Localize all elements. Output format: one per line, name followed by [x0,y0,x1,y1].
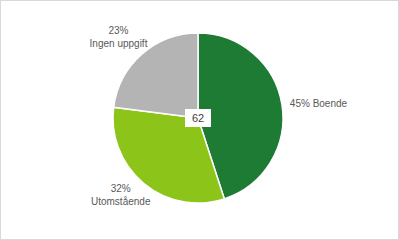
total-label: 62 [192,112,204,124]
category-label: Ingen uppgift [90,38,148,49]
chart: 45% Boende 32% Utomstående 23% Ingen uppgift… [0,0,399,240]
total-box [185,109,211,127]
data-label: 32% [111,183,131,194]
frame [1,1,399,240]
category-label: Boende [310,98,348,109]
data-label: 23% [108,25,128,36]
slices [113,33,283,203]
data-label-group: 45% Boende [290,98,348,109]
category-label: Utomstående [91,196,151,207]
data-label: 45% [290,98,310,109]
